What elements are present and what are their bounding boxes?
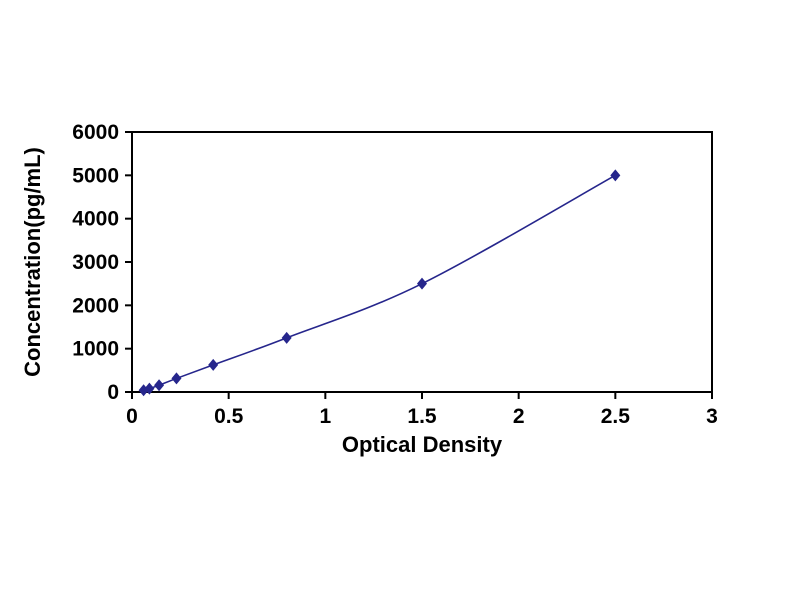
y-tick-label: 3000 <box>72 251 119 274</box>
y-axis-ticks: 0 1000 2000 3000 4000 5000 6000 <box>72 121 132 404</box>
y-tick-label: 0 <box>107 381 119 404</box>
x-tick-label: 2.5 <box>601 405 631 428</box>
data-point-marker <box>208 358 219 371</box>
x-tick-label: 0.5 <box>214 405 244 428</box>
y-tick-label: 2000 <box>72 294 119 317</box>
x-tick-label: 1 <box>319 405 331 428</box>
x-tick-label: 0 <box>126 405 138 428</box>
x-axis-ticks: 0 0.5 1 1.5 2 2.5 3 <box>126 392 718 428</box>
y-axis-label: Concentration(pg/mL) <box>20 147 45 377</box>
data-series <box>138 169 621 397</box>
data-point-marker <box>154 379 165 392</box>
data-point-marker <box>610 169 621 182</box>
y-tick-label: 6000 <box>72 121 119 144</box>
x-axis-label: Optical Density <box>342 432 503 457</box>
data-point-marker <box>281 331 292 344</box>
data-point-marker <box>144 382 155 395</box>
data-point-marker <box>417 277 427 290</box>
plot-border <box>131 131 713 393</box>
data-point-marker <box>171 372 182 385</box>
y-tick-label: 4000 <box>72 208 119 231</box>
x-tick-label: 3 <box>706 405 718 428</box>
x-tick-label: 1.5 <box>407 405 437 428</box>
x-tick-label: 2 <box>513 405 525 428</box>
y-tick-label: 5000 <box>72 164 119 187</box>
y-tick-label: 1000 <box>72 338 119 361</box>
